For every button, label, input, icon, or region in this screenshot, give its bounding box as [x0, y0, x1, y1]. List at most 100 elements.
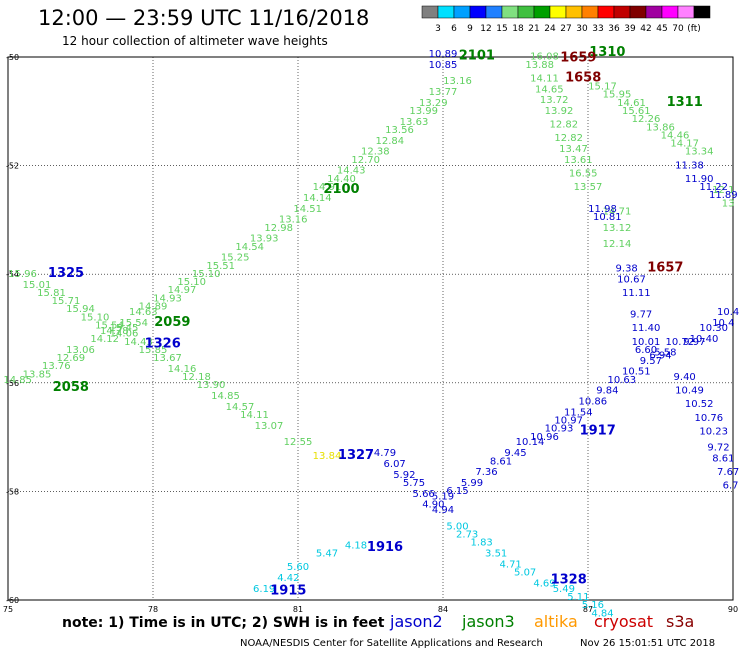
wave-height-value: 13.16	[443, 76, 472, 87]
wave-height-value: 4.94	[432, 505, 454, 516]
wave-height-value: 5.60	[287, 562, 309, 573]
wave-height-value: 10.93	[545, 424, 574, 435]
wave-height-value: 15.71	[52, 296, 81, 307]
color-swatch	[517, 5, 535, 19]
wave-height-value: 14.51	[293, 204, 322, 215]
wave-height-value: 6.94	[649, 350, 671, 361]
track-time-label: 1311	[667, 95, 703, 110]
x-tick-label: 90	[728, 605, 738, 614]
wave-height-value: 13.47	[559, 144, 588, 155]
track-time-label: 1658	[565, 70, 601, 85]
wave-height-value: 13.90	[197, 380, 226, 391]
wave-height-value: 9.77	[630, 310, 652, 321]
wave-height-value: 10.40	[690, 334, 719, 345]
wave-height-value: 10.51	[622, 367, 651, 378]
wave-height-value: 5.92	[393, 470, 415, 481]
track-time-label: 1917	[580, 423, 616, 438]
wave-height-value: 13.56	[385, 125, 414, 136]
wave-height-value: 15.10	[192, 269, 221, 280]
wave-height-value: 12.18	[182, 372, 211, 383]
wave-height-value: 11.22	[699, 182, 728, 193]
chart-title: 12:00 — 23:59 UTC 11/16/2018	[38, 6, 369, 30]
wave-height-value: 10.30	[699, 323, 728, 334]
wave-height-value: 15.45	[110, 323, 139, 334]
wave-height-value: 12.70	[351, 155, 380, 166]
wave-height-value: 14.16	[168, 364, 197, 375]
track-time-label: 1659	[560, 50, 596, 65]
color-scale-label: 24	[544, 24, 556, 34]
y-tick-label: -54	[6, 270, 19, 279]
wave-height-value: 7.67	[717, 467, 739, 478]
wave-height-value: 15.95	[603, 90, 632, 101]
wave-height-value: 7.36	[475, 467, 497, 478]
wave-height-value: 14.17	[670, 139, 699, 150]
wave-height-value: 11.38	[675, 160, 704, 171]
wave-height-value: 13.88	[525, 60, 554, 71]
wave-height-value: 13.63	[400, 117, 429, 128]
wave-height-value: 13.93	[250, 234, 279, 245]
x-tick-label: 78	[148, 605, 158, 614]
wave-height-value: 13.86	[646, 122, 675, 133]
wave-height-value: 14.65	[535, 84, 564, 95]
wave-height-value: 13.34	[685, 147, 714, 158]
wave-height-value: 13.92	[545, 106, 574, 117]
y-tick-label: -56	[6, 379, 19, 388]
color-swatch	[565, 5, 583, 19]
wave-height-value: 15.17	[588, 82, 617, 93]
wave-height-value: 13.07	[255, 421, 284, 432]
wave-height-value: 5.66	[413, 489, 435, 500]
wave-height-value: 11.11	[622, 288, 651, 299]
wave-height-value: 14.61	[617, 98, 646, 109]
wave-height-value: 10.89	[429, 49, 458, 60]
plot-area: 75 78 81 84 87 90-50-52-54-56-58-6014.8513.85…	[3, 45, 739, 619]
wave-height-value: 14.11	[240, 410, 269, 421]
wave-height-value: 15.01	[23, 280, 52, 291]
color-swatch	[485, 5, 503, 19]
wave-height-value: 10.52	[685, 399, 714, 410]
color-swatch	[469, 5, 487, 19]
wave-height-value: 15.96	[8, 269, 37, 280]
wave-height-value: 10.23	[699, 426, 728, 437]
wave-height-value: 14.43	[124, 337, 153, 348]
wave-height-value: 14.54	[235, 242, 264, 253]
color-scale-label: 12	[480, 24, 491, 34]
wave-height-value: 8.61	[712, 454, 734, 465]
color-swatch	[453, 5, 471, 19]
wave-height-value: 13.06	[66, 345, 95, 356]
wave-height-value: 14.85	[3, 375, 32, 386]
wave-height-value: 16.08	[530, 52, 559, 63]
wave-height-value: 14.12	[90, 334, 119, 345]
timestamp-text: Nov 26 15:01:51 UTC 2018	[580, 638, 715, 649]
track-time-label: 1916	[367, 540, 403, 555]
wave-height-value: 10.96	[530, 432, 559, 443]
wave-height-value: 5.99	[461, 478, 483, 489]
wave-height-value: 4.84	[591, 608, 613, 619]
wave-height-value: 14.57	[226, 402, 255, 413]
wave-height-value: 10.85	[429, 60, 458, 71]
wave-height-value: 15.10	[81, 312, 110, 323]
legend-jason3: jason3	[461, 612, 515, 631]
wave-height-value: 5.75	[403, 478, 425, 489]
wave-height-value: 14.85	[211, 391, 240, 402]
wave-height-value: 9.84	[596, 386, 618, 397]
wave-height-value: 4.90	[422, 500, 444, 511]
wave-height-value: 11.89	[709, 190, 738, 201]
color-swatch	[549, 5, 567, 19]
color-swatch	[597, 5, 615, 19]
wave-height-value: 15.85	[139, 345, 168, 356]
track-time-label: 1328	[551, 573, 587, 588]
wave-height-value: 4.18	[345, 540, 367, 551]
wave-height-value: 9.72	[707, 443, 729, 454]
wave-height-value: 15.61	[622, 106, 651, 117]
wave-height-value: 16.55	[569, 168, 598, 179]
color-scale-label: 45	[656, 24, 667, 34]
wave-height-value: 9.57	[640, 356, 662, 367]
wave-height-value: 4.42	[277, 573, 299, 584]
wave-height-value: 9.40	[674, 372, 696, 383]
wave-height-value: 12.55	[284, 437, 313, 448]
color-scale-label: 39	[624, 24, 636, 34]
wave-height-value: 12.82	[554, 133, 583, 144]
chart-subtitle: 12 hour collection of altimeter wave hei…	[62, 34, 328, 48]
color-scale-label: (ft)	[687, 24, 701, 34]
color-swatch	[501, 5, 519, 19]
